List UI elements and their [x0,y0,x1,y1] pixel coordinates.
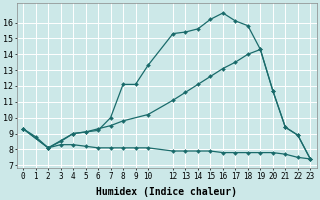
X-axis label: Humidex (Indice chaleur): Humidex (Indice chaleur) [96,186,237,197]
